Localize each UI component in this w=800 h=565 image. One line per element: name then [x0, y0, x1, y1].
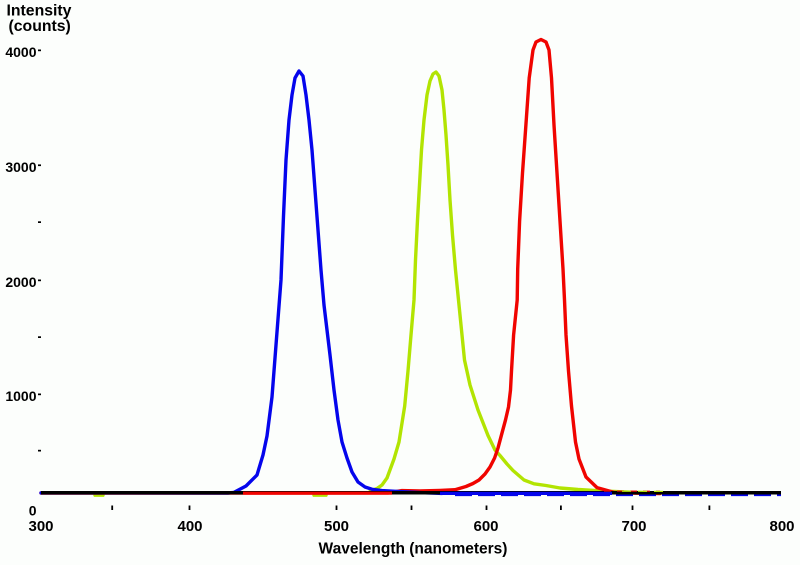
svg-text:300: 300: [28, 518, 53, 535]
svg-text:600: 600: [473, 518, 498, 535]
svg-text:(counts): (counts): [9, 18, 71, 35]
svg-text:700: 700: [621, 518, 646, 535]
svg-text:800: 800: [769, 518, 794, 535]
svg-text:1000: 1000: [5, 388, 36, 404]
svg-text:0: 0: [29, 503, 37, 519]
svg-text:2000: 2000: [5, 274, 36, 290]
svg-text:Wavelength (nanometers): Wavelength (nanometers): [319, 541, 508, 558]
svg-text:500: 500: [324, 518, 349, 535]
svg-text:Intensity: Intensity: [7, 2, 72, 19]
svg-text:400: 400: [177, 518, 202, 535]
svg-text:3000: 3000: [5, 159, 36, 175]
svg-text:4000: 4000: [5, 44, 36, 60]
